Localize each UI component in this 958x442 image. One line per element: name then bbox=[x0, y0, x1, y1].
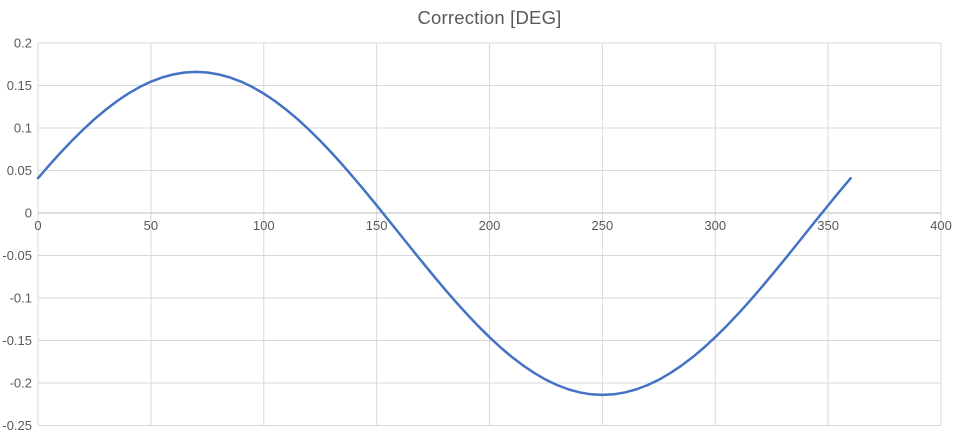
y-tick-label: 0.1 bbox=[14, 121, 32, 136]
x-tick-label: 300 bbox=[704, 218, 726, 233]
y-tick-label: 0 bbox=[25, 206, 32, 221]
x-tick-label: 350 bbox=[817, 218, 839, 233]
y-tick-label: -0.05 bbox=[2, 248, 32, 263]
y-tick-label: -0.2 bbox=[10, 376, 32, 391]
x-tick-label: 100 bbox=[253, 218, 275, 233]
series-line bbox=[36, 70, 852, 397]
y-tick-label: -0.15 bbox=[2, 333, 32, 348]
x-tick-label: 250 bbox=[592, 218, 614, 233]
x-tick-label: 200 bbox=[479, 218, 501, 233]
y-tick-label: 0.2 bbox=[14, 36, 32, 51]
x-tick-label: 50 bbox=[144, 218, 158, 233]
x-tick-label: 0 bbox=[34, 218, 41, 233]
y-tick-label: 0.05 bbox=[7, 163, 32, 178]
y-tick-label: 0.15 bbox=[7, 78, 32, 93]
y-tick-label: -0.1 bbox=[10, 291, 32, 306]
y-tick-label: -0.25 bbox=[2, 418, 32, 433]
x-tick-label: 150 bbox=[366, 218, 388, 233]
x-tick-label: 400 bbox=[930, 218, 952, 233]
